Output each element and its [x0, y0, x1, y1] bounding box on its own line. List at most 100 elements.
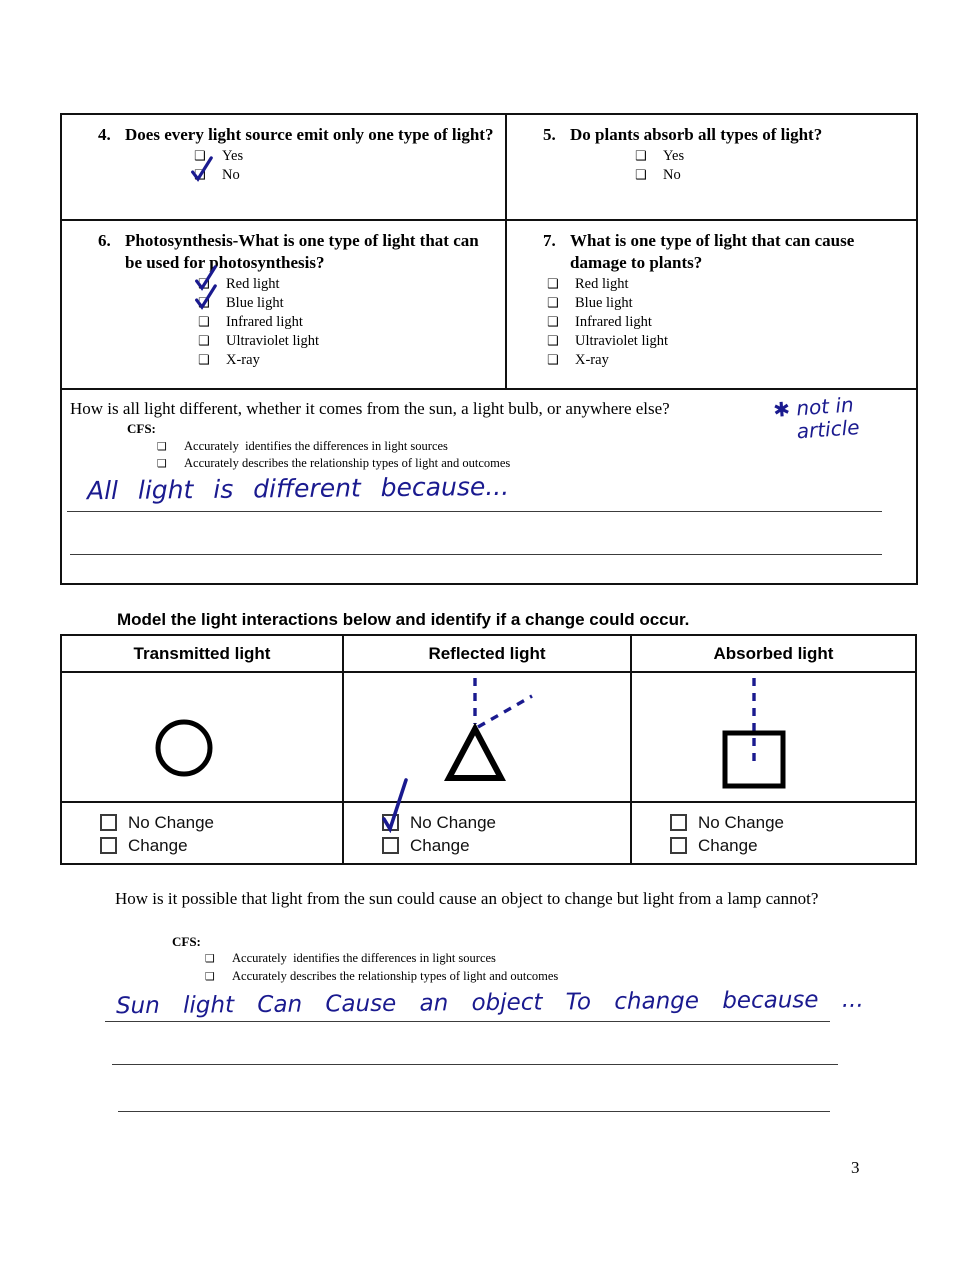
model-table-diagram-row: [62, 673, 915, 803]
q7-option-blue[interactable]: ❑ Blue light: [547, 294, 910, 313]
answer-line[interactable]: [105, 1021, 830, 1022]
question-row-6-7: 6. Photosynthesis-What is one type of li…: [62, 221, 916, 390]
checkbox-glyph: ❑: [198, 276, 210, 292]
q6-option-xray[interactable]: ❑ X-ray: [198, 351, 499, 370]
q7-option-ultraviolet[interactable]: ❑ Ultraviolet light: [547, 332, 910, 351]
checkbox-icon[interactable]: ❑: [198, 335, 213, 348]
checkbox-glyph: ❑: [547, 276, 559, 292]
checkbox-icon[interactable]: ❑: [547, 335, 562, 348]
checkbox-icon[interactable]: ❑: [635, 169, 650, 182]
checkbox-glyph: ❑: [194, 148, 206, 164]
checkbox-glyph: ❑: [547, 352, 559, 368]
q6-option-xray-label: X-ray: [226, 351, 260, 368]
absorbed-diagram-cell: [632, 673, 915, 801]
cfs-label: CFS:: [172, 934, 201, 949]
change-label: Change: [698, 835, 758, 855]
header-transmitted-light: Transmitted light: [62, 636, 344, 671]
q6-option-red-label: Red light: [226, 275, 280, 292]
model-table-header-row: Transmitted light Reflected light Absorb…: [62, 636, 915, 673]
model-table-checkbox-row: No Change Change No Change: [62, 778, 915, 863]
checkbox-glyph: ❑: [157, 440, 167, 453]
square-shape: [722, 730, 786, 789]
cfs-item-2: ❑ Accurately describes the relationship …: [205, 969, 558, 984]
checkbox-icon[interactable]: ❑: [547, 297, 562, 310]
header-reflected-light: Reflected light: [344, 636, 632, 671]
checkbox-icon[interactable]: ❑: [157, 441, 170, 452]
no-change-label: No Change: [128, 812, 215, 832]
checkbox-icon[interactable]: ❑: [157, 458, 170, 469]
cfs-item-2-label: Accurately describes the relationship ty…: [232, 969, 559, 983]
checkbox-icon[interactable]: [670, 837, 687, 854]
q6-option-blue[interactable]: ❑ Blue light: [195, 283, 499, 313]
checkbox-icon[interactable]: ❑: [635, 150, 650, 163]
checkbox-icon[interactable]: [100, 837, 117, 854]
absorbed-no-change-option[interactable]: No Change: [670, 811, 915, 834]
reflected-change-option[interactable]: Change: [382, 834, 630, 857]
q6-option-ultraviolet[interactable]: ❑ Ultraviolet light: [198, 332, 499, 351]
reflected-no-change-option[interactable]: No Change: [382, 778, 630, 834]
change-label: Change: [128, 835, 188, 855]
answer-line[interactable]: [118, 1111, 830, 1112]
reflected-diagram-cell: [344, 673, 632, 801]
cfs-item-1-label: Accurately identifies the differences in…: [232, 951, 496, 965]
q5-option-yes[interactable]: ❑ Yes: [635, 147, 910, 166]
answer-line[interactable]: [70, 554, 882, 555]
answer-line[interactable]: [112, 1064, 838, 1065]
q6-option-infrared[interactable]: ❑ Infrared light: [198, 313, 499, 332]
absorbed-change-option[interactable]: Change: [670, 834, 915, 857]
q7-option-infrared[interactable]: ❑ Infrared light: [547, 313, 910, 332]
q7-option-xray[interactable]: ❑ X-ray: [547, 351, 910, 370]
checkbox-icon[interactable]: ❑: [547, 278, 562, 291]
answer-line[interactable]: [67, 511, 882, 512]
q7-option-red[interactable]: ❑ Red light: [547, 275, 910, 294]
question-6-text: Photosynthesis-What is one type of light…: [125, 231, 479, 272]
transmitted-diagram-cell: [62, 673, 344, 801]
question-5-text: Do plants absorb all types of light?: [570, 125, 823, 144]
q6-option-infrared-label: Infrared light: [226, 313, 303, 330]
bottom-question-text: How is it possible that light from the s…: [115, 889, 819, 908]
question-6-cell: 6. Photosynthesis-What is one type of li…: [62, 221, 507, 388]
checkbox-icon[interactable]: [382, 837, 399, 854]
q5-option-no[interactable]: ❑ No: [635, 166, 910, 185]
q5-option-yes-label: Yes: [663, 147, 685, 164]
question-7-number: 7.: [543, 231, 556, 250]
checkbox-glyph: ❑: [198, 295, 210, 311]
q4-option-yes[interactable]: ❑ Yes: [194, 147, 499, 166]
questions-table: 4. Does every light source emit only one…: [60, 113, 918, 585]
transmitted-change-option[interactable]: Change: [100, 834, 342, 857]
checkbox-glyph: ❑: [194, 167, 206, 183]
q6-option-ultraviolet-label: Ultraviolet light: [226, 332, 320, 349]
q5-option-no-label: No: [663, 166, 681, 183]
question-5-cell: 5. Do plants absorb all types of light? …: [507, 115, 916, 219]
checkbox-icon[interactable]: ❑: [195, 283, 217, 311]
q4-option-no[interactable]: ❑ No: [191, 156, 499, 185]
checkbox-icon[interactable]: [382, 778, 408, 833]
q7-option-xray-label: X-ray: [575, 351, 609, 368]
question-7-text: What is one type of light that can cause…: [570, 231, 855, 272]
checkbox-icon[interactable]: ❑: [198, 316, 213, 329]
checkbox-icon[interactable]: ❑: [205, 971, 218, 982]
absorbed-checkbox-cell: No Change Change: [632, 803, 915, 863]
checkbox-icon[interactable]: ❑: [547, 316, 562, 329]
q7-option-red-label: Red light: [575, 275, 629, 292]
cfs-item-1: ❑ Accurately identifies the differences …: [205, 951, 496, 966]
square-shape-with-ray: [722, 678, 786, 789]
transmitted-no-change-option[interactable]: No Change: [100, 811, 342, 834]
checkbox-icon[interactable]: [100, 814, 117, 831]
cfs-item-1: ❑ Accurately identifies the differences …: [157, 439, 448, 454]
checkbox-icon[interactable]: ❑: [194, 150, 209, 163]
checkbox-icon[interactable]: ❑: [205, 953, 218, 964]
handwritten-answer-1: All light is different because...: [86, 471, 510, 506]
checkbox-icon[interactable]: ❑: [198, 354, 213, 367]
circle-shape: [155, 719, 213, 777]
cfs-item-1-label: Accurately identifies the differences in…: [184, 439, 448, 453]
no-change-label: No Change: [698, 812, 785, 832]
checkbox-icon[interactable]: [670, 814, 687, 831]
checkbox-icon[interactable]: ❑: [195, 264, 217, 292]
q6-option-red[interactable]: ❑ Red light: [195, 264, 499, 294]
checkbox-glyph: ❑: [205, 970, 215, 983]
checkbox-icon[interactable]: ❑: [191, 156, 213, 183]
q7-option-blue-label: Blue light: [575, 294, 633, 311]
checkbox-icon[interactable]: ❑: [547, 354, 562, 367]
